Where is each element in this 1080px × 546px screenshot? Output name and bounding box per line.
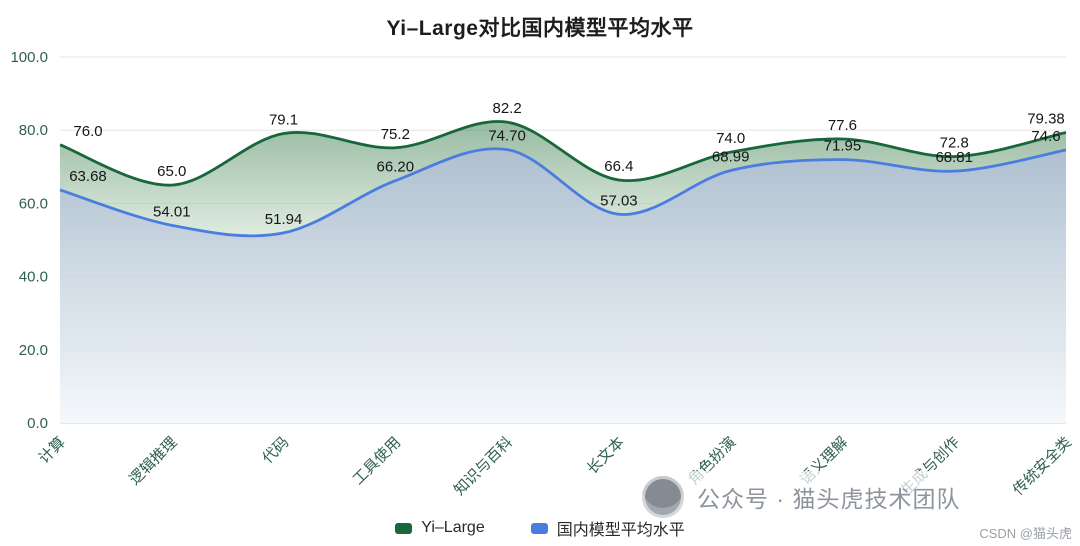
data-label-yi-large: 72.8 bbox=[940, 135, 969, 152]
data-label-domestic-average: 66.20 bbox=[377, 159, 415, 176]
data-label-domestic-average: 68.99 bbox=[712, 148, 750, 165]
legend-label-domestic-average: 国内模型平均水平 bbox=[556, 522, 685, 539]
data-label-domestic-average: 57.03 bbox=[600, 192, 638, 209]
legend-item-domestic-average[interactable]: 国内模型平均水平 bbox=[530, 516, 685, 540]
data-label-yi-large: 77.6 bbox=[828, 117, 857, 134]
x-axis-category-label: 传统安全类 bbox=[1009, 433, 1075, 499]
x-axis-category-label: 工具使用 bbox=[350, 434, 404, 488]
watermark-logo-icon bbox=[642, 476, 684, 518]
legend-item-yi-large[interactable]: Yi–Large bbox=[395, 519, 485, 537]
data-label-domestic-average: 54.01 bbox=[153, 203, 191, 220]
x-axis-category-label: 长文本 bbox=[584, 434, 628, 478]
chart-title: Yi–Large对比国内模型平均水平 bbox=[386, 17, 694, 40]
legend-swatch-domestic-average bbox=[530, 522, 548, 534]
data-label-yi-large: 79.38 bbox=[1027, 110, 1065, 127]
watermark-text: 公众号 · 猫头虎技术团队 bbox=[697, 486, 961, 512]
data-label-yi-large: 74.0 bbox=[716, 130, 745, 147]
data-label-yi-large: 75.2 bbox=[381, 126, 410, 143]
chart-legend: Yi–Large 国内模型平均水平 bbox=[0, 516, 1080, 540]
data-label-yi-large: 82.2 bbox=[493, 100, 522, 117]
data-label-domestic-average: 63.68 bbox=[69, 168, 107, 185]
y-axis-tick-label: 100.0 bbox=[10, 49, 48, 66]
data-label-yi-large: 79.1 bbox=[269, 111, 298, 128]
data-label-domestic-average: 74.6 bbox=[1031, 128, 1060, 145]
data-label-domestic-average: 71.95 bbox=[824, 138, 862, 155]
series-line-yi-large bbox=[59, 120, 1067, 187]
credit-text: CSDN @猫头虎 bbox=[979, 526, 1072, 541]
x-axis-category-label: 计算 bbox=[35, 433, 69, 467]
legend-swatch-yi-large bbox=[395, 522, 413, 534]
y-axis-tick-label: 60.0 bbox=[19, 195, 48, 212]
y-axis-tick-label: 20.0 bbox=[19, 342, 48, 359]
y-axis-tick-label: 40.0 bbox=[19, 269, 48, 286]
data-label-domestic-average: 51.94 bbox=[265, 211, 303, 228]
data-label-yi-large: 76.0 bbox=[73, 123, 102, 140]
data-label-domestic-average: 74.70 bbox=[488, 128, 526, 145]
x-axis-category-label: 知识与百科 bbox=[451, 434, 516, 499]
watermark: 公众号 · 猫头虎技术团队 bbox=[636, 471, 987, 523]
area-fill-yi-large-band bbox=[60, 121, 1066, 236]
x-axis-category-label: 逻辑推理 bbox=[126, 434, 180, 488]
legend-label-yi-large: Yi–Large bbox=[421, 519, 485, 536]
y-axis-tick-label: 0.0 bbox=[27, 415, 48, 432]
area-fill-domestic-average bbox=[60, 148, 1066, 423]
data-label-yi-large: 66.4 bbox=[604, 158, 633, 175]
y-axis-tick-label: 80.0 bbox=[19, 122, 48, 139]
x-axis-category-label: 代码 bbox=[259, 434, 292, 467]
data-label-yi-large: 65.0 bbox=[157, 163, 186, 180]
series-line-domestic-average bbox=[59, 147, 1067, 238]
data-label-domestic-average: 68.81 bbox=[935, 149, 973, 166]
